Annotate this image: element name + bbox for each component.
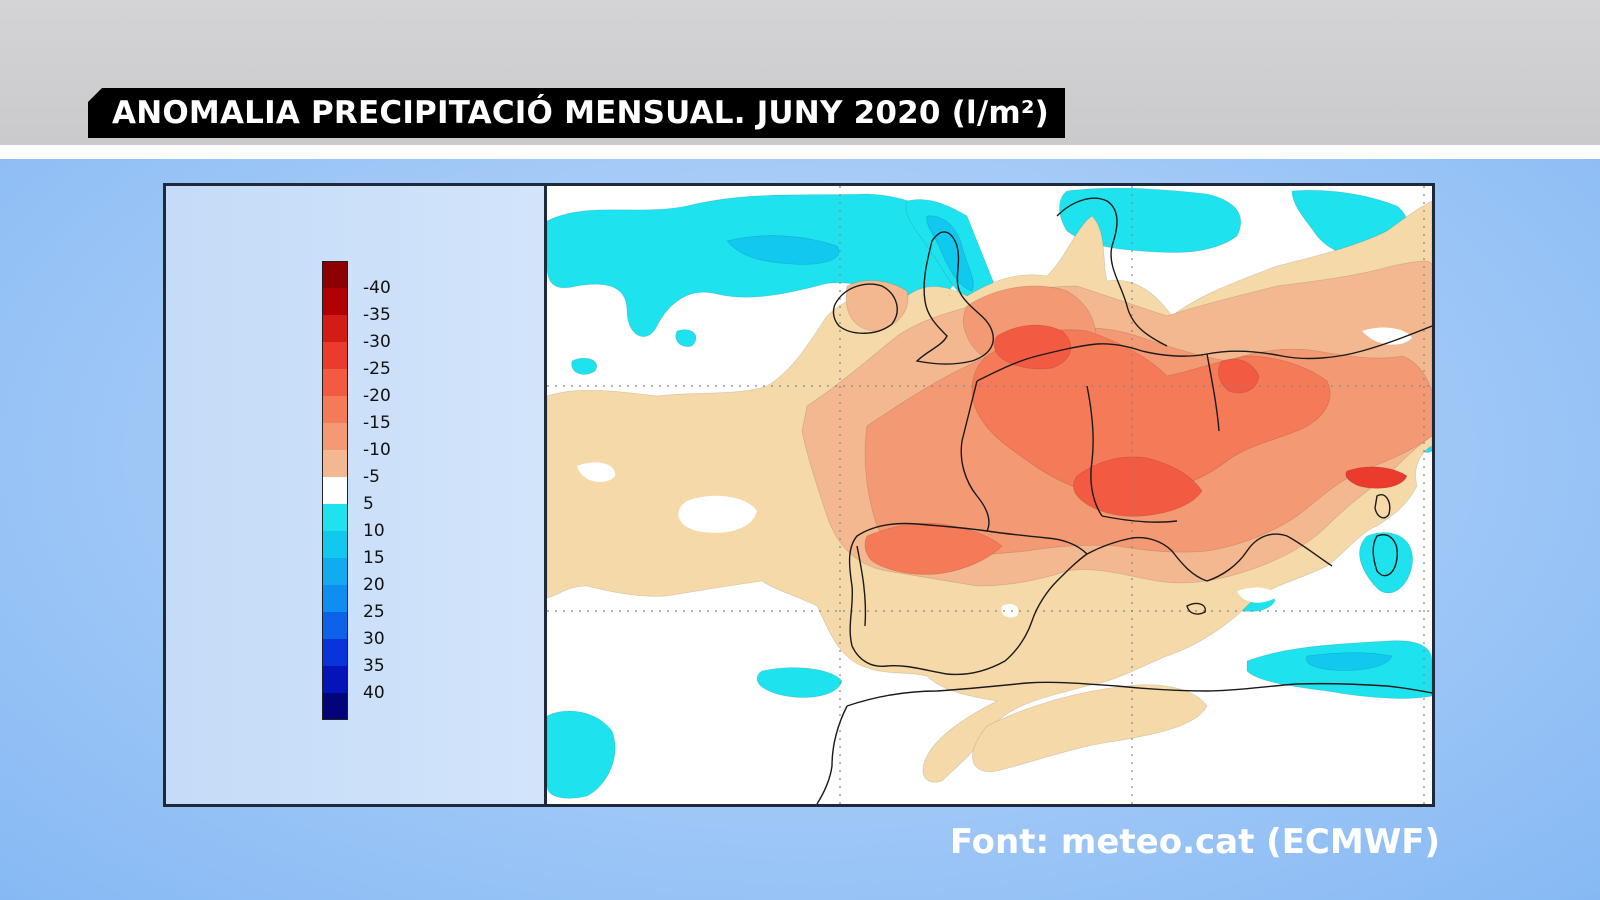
colorbar-segment xyxy=(322,612,348,639)
colorbar-segment xyxy=(322,666,348,693)
coast-france-atlantic xyxy=(960,380,990,532)
legend-label: 40 xyxy=(363,683,385,703)
dry-zone-east-core xyxy=(1345,466,1408,489)
legend-label: 5 xyxy=(363,494,374,514)
colorbar-segment xyxy=(322,261,348,288)
dry-zone-sahara xyxy=(972,684,1208,773)
coast-mediterranean-north xyxy=(1086,536,1208,582)
dry-zone-poland xyxy=(1218,358,1260,394)
colorbar-segment xyxy=(322,558,348,585)
colorbar-segment xyxy=(322,369,348,396)
colorbar xyxy=(322,261,348,720)
legend-label: -20 xyxy=(363,386,391,406)
colorbar-segment xyxy=(322,423,348,450)
coast-italy xyxy=(1206,533,1333,582)
coast-sardinia xyxy=(1372,534,1398,577)
colorbar-segment xyxy=(322,342,348,369)
coastlines xyxy=(816,197,1432,804)
wet-zone-atlantic-small-1 xyxy=(571,357,598,375)
map-panel: -40 -35 -30 -25 -20 -15 -10 -5 5 10 15 20 25 30 35 40 xyxy=(163,183,1435,807)
colorbar-segment xyxy=(322,477,348,504)
legend-label: 30 xyxy=(363,629,385,649)
wet-zone-southwest xyxy=(547,710,616,799)
dry-zone-alps xyxy=(1073,456,1203,517)
border-germany-poland xyxy=(1206,353,1220,432)
neutral-holes xyxy=(577,327,1412,618)
colorbar-segment xyxy=(322,693,348,720)
legend-panel: -40 -35 -30 -25 -20 -15 -10 -5 5 10 15 20 25 30 35 40 xyxy=(166,186,547,804)
graticule xyxy=(547,186,1432,804)
legend-label: 35 xyxy=(363,656,385,676)
coast-britain xyxy=(915,231,994,365)
border-france-germany xyxy=(1086,385,1103,517)
legend-label: -15 xyxy=(363,413,391,433)
colorbar-segment xyxy=(322,531,348,558)
coast-north-africa xyxy=(846,681,1432,707)
separator-line xyxy=(0,145,1600,159)
colorbar-segment xyxy=(322,585,348,612)
wet-zone-morocco-coast xyxy=(756,667,843,698)
colorbar-segment xyxy=(322,504,348,531)
dry-zone-ireland xyxy=(845,280,909,332)
legend-label: -30 xyxy=(363,332,391,352)
coast-balearic xyxy=(1186,602,1206,615)
legend-label: -10 xyxy=(363,440,391,460)
border-switzerland-italy xyxy=(1101,515,1178,523)
coast-continent-north xyxy=(976,325,1432,382)
coast-morocco xyxy=(816,705,848,804)
dry-anomaly-zones xyxy=(547,200,1432,783)
wet-zone-mediterranean-east-core xyxy=(1305,652,1393,671)
dry-zone-iberia xyxy=(864,522,1003,575)
legend-label: 20 xyxy=(363,575,385,595)
anomaly-map xyxy=(547,186,1432,804)
colorbar-segment xyxy=(322,396,348,423)
wet-zone-scandinavia xyxy=(1059,187,1242,253)
coast-corsica xyxy=(1374,494,1391,519)
source-caption: Font: meteo.cat (ECMWF) xyxy=(949,822,1440,862)
dry-zone-uk-core xyxy=(993,324,1072,370)
page-title: ANOMALIA PRECIPITACIÓ MENSUAL. JUNY 2020… xyxy=(112,95,1050,131)
legend-label: -25 xyxy=(363,359,391,379)
wet-zone-atlantic-small-2 xyxy=(675,329,697,348)
colorbar-segment xyxy=(322,288,348,315)
legend-label: -35 xyxy=(363,305,391,325)
title-box: ANOMALIA PRECIPITACIÓ MENSUAL. JUNY 2020… xyxy=(88,88,1066,138)
coast-iberia xyxy=(848,522,1088,676)
legend-label: 25 xyxy=(363,602,385,622)
legend-label: -5 xyxy=(363,467,380,487)
border-spain-portugal xyxy=(856,545,867,627)
border-france-spain xyxy=(986,530,1088,555)
wet-zone-north-atlantic-core xyxy=(726,235,840,265)
colorbar-segment xyxy=(322,639,348,666)
colorbar-segment xyxy=(322,450,348,477)
map-svg xyxy=(547,186,1432,804)
legend-label: 15 xyxy=(363,548,385,568)
legend-label: -40 xyxy=(363,278,391,298)
coast-ireland xyxy=(832,283,898,334)
legend-label: 10 xyxy=(363,521,385,541)
coast-scandinavia xyxy=(1056,197,1168,347)
colorbar-segment xyxy=(322,315,348,342)
